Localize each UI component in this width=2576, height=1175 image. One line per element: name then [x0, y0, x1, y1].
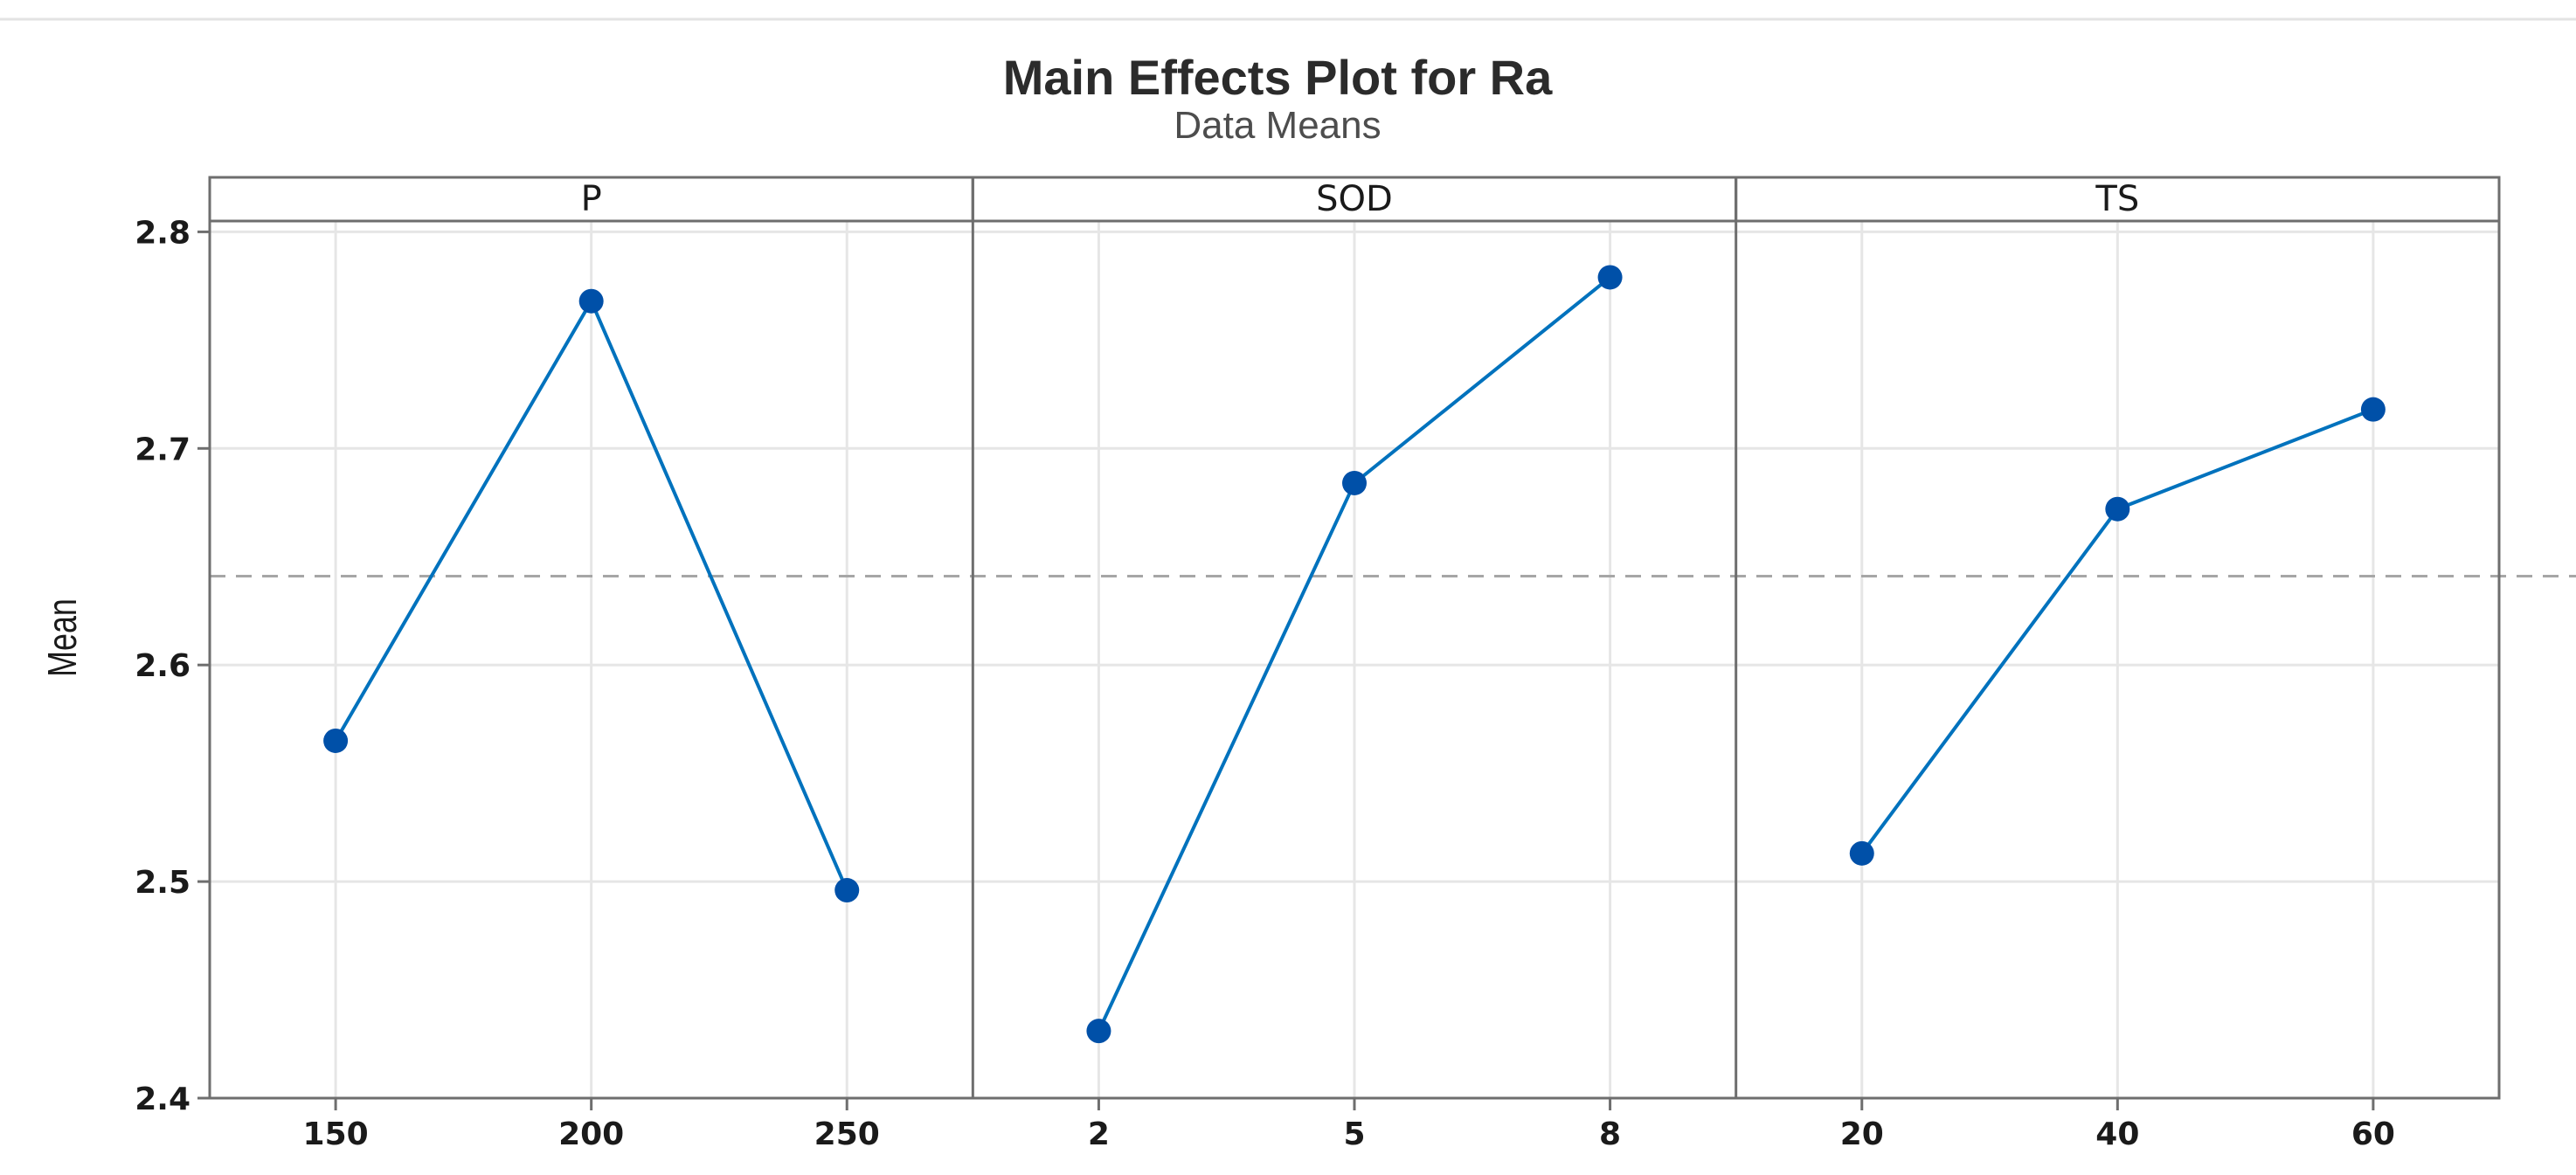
x-tick-label: 200 — [558, 1116, 624, 1152]
data-point-p — [834, 878, 860, 903]
panel-label-ts: TS — [2095, 179, 2139, 219]
data-point-ts — [2360, 397, 2386, 422]
data-point-p — [323, 728, 349, 753]
y-axis-label: Mean — [40, 598, 85, 677]
data-point-sod — [1086, 1019, 1111, 1044]
x-tick-label: 60 — [2351, 1116, 2395, 1152]
chart-title: Main Effects Plot for Ra — [1003, 50, 1553, 105]
x-tick-label: 8 — [1599, 1116, 1621, 1152]
plot-area: P 150 200 250 SOD 2 5 8 TS 20 40 60 2.4 2.5 2.6 2.7 2.8 — [135, 176, 2576, 1152]
x-tick-label: 40 — [2095, 1116, 2139, 1152]
y-tick-label: 2.8 — [135, 215, 190, 251]
y-tick-label: 2.5 — [135, 865, 190, 901]
y-tick-label: 2.4 — [135, 1082, 190, 1117]
y-tick-label: 2.6 — [135, 648, 190, 684]
x-tick-label: 250 — [814, 1116, 880, 1152]
x-tick-label: 2 — [1088, 1116, 1110, 1152]
x-tick-label: 150 — [303, 1116, 369, 1152]
panel-label-sod: SOD — [1316, 179, 1393, 219]
y-tick-label: 2.7 — [135, 432, 190, 467]
data-point-sod — [1597, 265, 1623, 290]
chart-subtitle: Data Means — [1174, 104, 1381, 147]
x-tick-label: 20 — [1840, 1116, 1884, 1152]
panel-label-p: P — [581, 179, 602, 219]
x-tick-label: 5 — [1343, 1116, 1365, 1152]
plot-frame — [208, 176, 2501, 1100]
data-point-p — [578, 288, 604, 314]
data-point-ts — [2105, 496, 2130, 522]
data-point-ts — [1849, 840, 1874, 866]
data-point-sod — [1342, 470, 1367, 495]
